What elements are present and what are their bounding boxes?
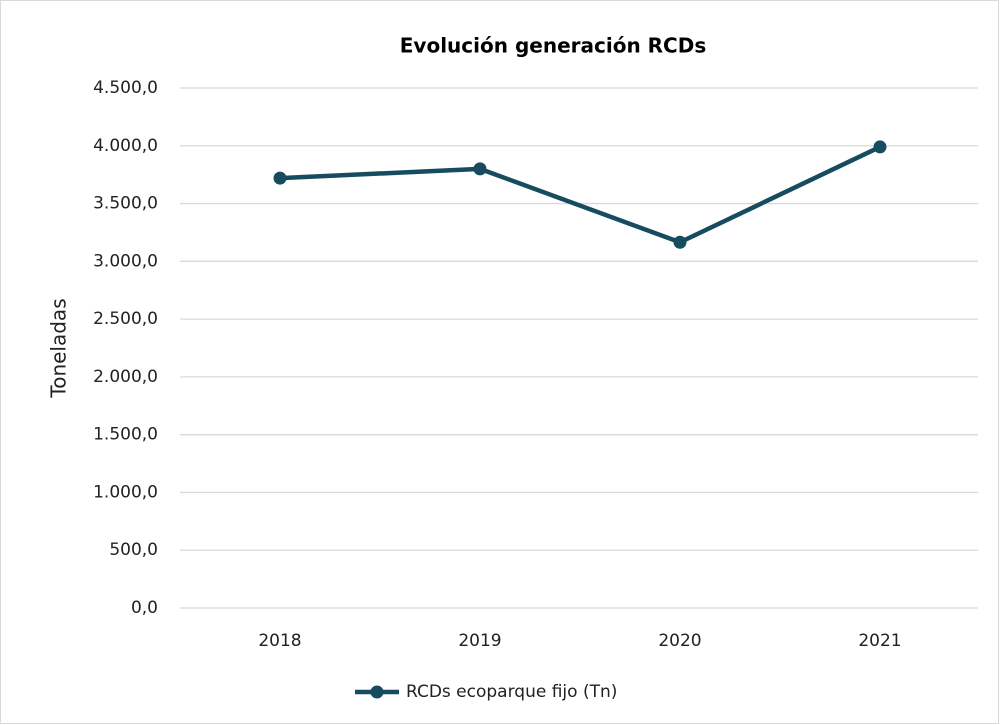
x-tick-label: 2019 (458, 631, 501, 651)
y-axis-label: Toneladas (47, 298, 71, 398)
y-tick-label: 3.000,0 (93, 251, 158, 271)
y-tick-label: 2.500,0 (93, 309, 158, 329)
x-tick-label: 2021 (858, 631, 901, 651)
y-tick-label: 4.500,0 (93, 78, 158, 98)
x-tick-label: 2020 (658, 631, 701, 651)
y-tick-label: 0,0 (131, 598, 158, 618)
y-tick-label: 4.000,0 (93, 136, 158, 156)
data-point (873, 140, 887, 154)
chart-title: Evolución generación RCDs (400, 34, 706, 58)
legend-label: RCDs ecoparque fijo (Tn) (406, 682, 617, 702)
y-tick-label: 3.500,0 (93, 194, 158, 214)
series-line (279, 144, 881, 245)
data-point (273, 171, 287, 185)
data-point (673, 235, 687, 249)
y-tick-label: 1.500,0 (93, 425, 158, 445)
x-tick-label: 2018 (258, 631, 301, 651)
y-tick-label: 500,0 (109, 540, 158, 560)
data-point (473, 162, 487, 176)
y-tick-label: 2.000,0 (93, 367, 158, 387)
legend-marker (370, 685, 384, 699)
y-tick-label: 1.000,0 (93, 482, 158, 502)
